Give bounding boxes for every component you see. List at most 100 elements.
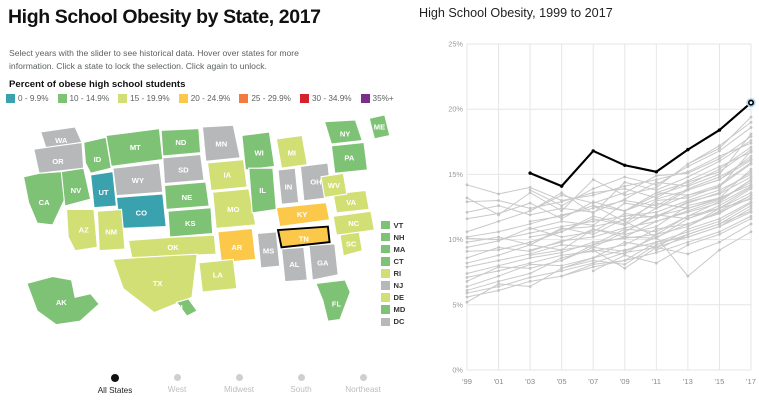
state-OK[interactable]: [127, 234, 217, 259]
state-SD[interactable]: [162, 153, 205, 185]
background-point: [623, 235, 627, 239]
chart-svg[interactable]: 0% 5% 10% 15% 20% 25% '99 '01 '03 '05 '07 '09 '11 '1…: [441, 38, 758, 398]
background-point: [654, 178, 658, 182]
small-state-NJ[interactable]: NJ: [381, 279, 411, 291]
background-point: [749, 132, 753, 136]
highlight-point[interactable]: [654, 170, 659, 174]
state-FL[interactable]: [315, 279, 351, 322]
state-NC[interactable]: [332, 210, 376, 236]
x-tick-label: '07: [588, 377, 598, 386]
small-state-VT[interactable]: VT: [381, 219, 411, 231]
background-point: [718, 188, 721, 192]
state-GA[interactable]: [308, 243, 339, 281]
background-point: [497, 248, 500, 252]
x-tick-label: '15: [714, 377, 724, 386]
background-point: [623, 199, 627, 202]
legend-item-5[interactable]: 30 - 34.9%: [299, 94, 352, 103]
background-point: [560, 230, 564, 234]
state-CA[interactable]: [22, 171, 66, 226]
background-point: [465, 295, 469, 299]
us-choropleth-map[interactable]: WA OR CA NV ID MT WY UT CO AZ NM ND SD NE KS OK TX MN IA MO…: [0, 112, 410, 370]
state-TX[interactable]: [112, 253, 198, 314]
region-selector[interactable]: All States West Midwest South Northeast: [84, 374, 384, 395]
region-midwest[interactable]: Midwest: [208, 374, 270, 395]
state-KY[interactable]: [275, 202, 331, 228]
background-point: [528, 272, 532, 275]
selected-point[interactable]: [747, 99, 754, 106]
highlight-series-line[interactable]: [528, 98, 756, 188]
state-NE[interactable]: [163, 181, 210, 210]
background-point: [560, 240, 564, 244]
state-MO[interactable]: [212, 188, 257, 229]
state-IA[interactable]: [206, 159, 248, 192]
state-NV[interactable]: [60, 167, 92, 207]
state-OR[interactable]: [33, 141, 85, 174]
state-AZ[interactable]: [65, 208, 98, 252]
small-state-DE[interactable]: DE: [381, 292, 411, 304]
state-WV[interactable]: [320, 172, 348, 199]
background-point: [528, 262, 532, 266]
background-line: [466, 151, 752, 209]
line-chart[interactable]: 0% 5% 10% 15% 20% 25% '99 '01 '03 '05 '07 '09 '11 '1…: [441, 38, 756, 387]
highlight-line[interactable]: [529, 101, 752, 188]
background-point: [591, 246, 595, 249]
legend-swatch: [299, 94, 309, 103]
state-HI[interactable]: [175, 298, 199, 317]
highlight-point[interactable]: [528, 171, 532, 175]
states-group[interactable]: [22, 114, 391, 326]
state-KS[interactable]: [167, 207, 214, 238]
small-state-NH[interactable]: NH: [381, 231, 411, 243]
small-state-CT[interactable]: CT: [381, 255, 411, 267]
small-state-MD[interactable]: MD: [381, 304, 411, 316]
region-west[interactable]: West: [146, 374, 208, 395]
state-PA[interactable]: [330, 141, 369, 174]
highlight-point[interactable]: [623, 163, 627, 167]
small-state-DC[interactable]: DC: [381, 316, 411, 328]
region-label: All States: [97, 386, 133, 395]
state-VA[interactable]: [332, 189, 370, 214]
state-WY[interactable]: [112, 162, 164, 197]
highlight-point[interactable]: [717, 128, 722, 132]
state-IN[interactable]: [277, 167, 300, 205]
state-MT[interactable]: [105, 127, 164, 168]
state-AR[interactable]: [217, 227, 257, 264]
background-point: [686, 204, 690, 208]
state-WI[interactable]: [241, 131, 276, 171]
state-UT[interactable]: [89, 170, 118, 209]
state-ID[interactable]: [83, 136, 112, 174]
state-MS[interactable]: [256, 231, 281, 269]
x-tick-label: '11: [652, 377, 661, 386]
region-south[interactable]: South: [270, 374, 332, 395]
legend-item-4[interactable]: 25 - 29.9%: [239, 94, 291, 103]
state-NY[interactable]: [323, 119, 364, 145]
state-LA[interactable]: [198, 258, 238, 293]
region-northeast[interactable]: Northeast: [332, 374, 394, 395]
legend-item-2[interactable]: 15 - 19.9%: [118, 94, 170, 103]
background-point: [591, 178, 595, 182]
state-NM[interactable]: [96, 208, 126, 252]
highlight-point[interactable]: [591, 149, 595, 153]
legend-item-1[interactable]: 10 - 14.9%: [57, 94, 109, 103]
background-point: [686, 227, 690, 231]
small-state-RI[interactable]: RI: [381, 267, 411, 279]
legend-item-3[interactable]: 20 - 24.9%: [178, 94, 230, 103]
background-point: [686, 217, 690, 221]
state-MI[interactable]: [275, 134, 308, 169]
background-point: [528, 219, 532, 223]
state-AK[interactable]: [26, 275, 100, 326]
state-ND[interactable]: [160, 128, 202, 157]
small-state-label: DE: [393, 293, 405, 303]
state-ME[interactable]: [368, 114, 391, 140]
state-IL[interactable]: [248, 167, 277, 214]
legend-item-6[interactable]: 35%+: [360, 94, 394, 103]
highlight-point[interactable]: [686, 147, 690, 152]
legend-item-0[interactable]: 0 - 9.9%: [6, 94, 49, 103]
region-all-states[interactable]: All States: [84, 374, 146, 395]
color-legend: 0 - 9.9% 10 - 14.9% 15 - 19.9% 20 - 24.9% 25…: [6, 94, 406, 103]
state-CO[interactable]: [115, 193, 167, 229]
state-MN[interactable]: [201, 124, 241, 162]
small-state-MA[interactable]: MA: [381, 243, 411, 255]
highlight-point[interactable]: [559, 184, 564, 188]
state-AL[interactable]: [280, 246, 308, 283]
